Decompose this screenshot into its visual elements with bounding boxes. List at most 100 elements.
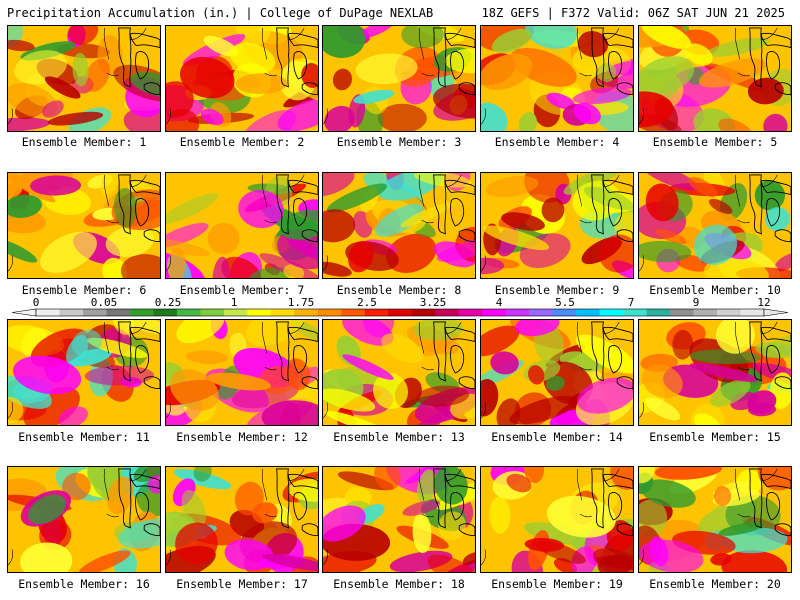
colorbar-swatch (106, 309, 131, 316)
coastline (8, 321, 147, 419)
colorbar-min-arrow (12, 308, 37, 317)
colorbar-swatch (223, 309, 248, 316)
member-caption: Ensemble Member: 17 (176, 577, 308, 591)
colorbar-swatch (247, 309, 272, 316)
coastline (166, 321, 305, 419)
member-caption: Ensemble Member: 5 (652, 135, 778, 149)
colorbar-max-arrow (763, 308, 788, 317)
member-caption: Ensemble Member: 8 (336, 283, 462, 297)
colorbar-swatch (36, 309, 60, 316)
great-lakes-outline (276, 27, 318, 96)
member-caption: Ensemble Member: 9 (494, 283, 620, 297)
colorbar-swatch (82, 309, 107, 316)
member-caption: Ensemble Member: 19 (491, 577, 623, 591)
colorbar-swatch (717, 309, 741, 316)
colorbar-tick-label: 12 (757, 296, 770, 309)
precip-map (639, 320, 791, 425)
colorbar-swatch (270, 309, 295, 316)
precip-map (481, 320, 633, 425)
colorbar-swatch (552, 309, 577, 316)
great-lakes-outline (118, 174, 160, 243)
colorbar-swatch (623, 309, 647, 316)
colorbar-tick-label: 2.5 (357, 296, 377, 309)
colorbar-tick-label: 1 (231, 296, 238, 309)
great-lakes-outline (276, 321, 318, 390)
great-lakes-outline (749, 174, 791, 243)
precip-map (639, 467, 791, 572)
coastline (639, 321, 778, 419)
ensemble-panel (7, 172, 161, 279)
member-caption: Ensemble Member: 18 (333, 577, 465, 591)
ensemble-panel (322, 172, 476, 279)
colorbar-swatch (482, 309, 506, 316)
ensemble-panel (638, 172, 792, 279)
member-caption: Ensemble Member: 4 (494, 135, 620, 149)
colorbar-swatch (505, 309, 530, 316)
ensemble-panel (165, 466, 319, 573)
precip-map (166, 467, 318, 572)
great-lakes-outline (118, 321, 160, 390)
great-lakes-outline (591, 174, 633, 243)
ensemble-panel (7, 319, 161, 426)
ensemble-panel (7, 466, 161, 573)
colorbar-tick-label: 0.25 (155, 296, 182, 309)
colorbar-swatch (341, 309, 366, 316)
colorbar-tick-label: 0.05 (91, 296, 118, 309)
colorbar-swatch (740, 309, 765, 316)
coastline (481, 468, 620, 566)
member-caption: Ensemble Member: 13 (333, 430, 465, 444)
coastline (481, 321, 620, 419)
coastline (323, 27, 462, 125)
member-caption: Ensemble Member: 15 (649, 430, 781, 444)
great-lakes-outline (433, 321, 475, 390)
ensemble-panel (480, 466, 634, 573)
ensemble-panel (480, 319, 634, 426)
precip-map (166, 26, 318, 131)
precip-map (323, 26, 475, 131)
precip-map (323, 320, 475, 425)
precip-map (8, 467, 160, 572)
precip-map (639, 173, 791, 278)
colorbar-swatch (458, 309, 483, 316)
ensemble-panel (165, 25, 319, 132)
coastline (166, 27, 305, 125)
great-lakes-outline (276, 174, 318, 243)
member-caption: Ensemble Member: 2 (179, 135, 305, 149)
page-title: Precipitation Accumulation (in.) | Colle… (7, 6, 434, 20)
ensemble-panel (638, 319, 792, 426)
coastline (639, 174, 778, 272)
colorbar-swatch (646, 309, 671, 316)
precip-map (639, 26, 791, 131)
precip-map (481, 467, 633, 572)
great-lakes-outline (749, 321, 791, 390)
great-lakes-outline (433, 174, 475, 243)
ensemble-panel (638, 25, 792, 132)
member-caption: Ensemble Member: 11 (18, 430, 150, 444)
great-lakes-outline (118, 468, 160, 537)
ensemble-panel (322, 319, 476, 426)
coastline (323, 468, 462, 566)
coastline (639, 27, 778, 125)
coastline (481, 27, 620, 125)
member-caption: Ensemble Member: 10 (649, 283, 781, 297)
coastline (639, 468, 778, 566)
precip-map (8, 26, 160, 131)
coastline (8, 468, 147, 566)
run-info: 18Z GEFS | F372 Valid: 06Z SAT JUN 21 20… (481, 6, 785, 20)
colorbar: 0 0.05 0.25 1 1.75 2.5 3.25 4 5.5 7 9 12 (12, 296, 788, 317)
colorbar-swatch (670, 309, 694, 316)
precip-map (8, 173, 160, 278)
member-caption: Ensemble Member: 6 (21, 283, 147, 297)
ensemble-panel (165, 319, 319, 426)
precip-map (8, 320, 160, 425)
colorbar-swatch (364, 309, 389, 316)
coastline (8, 174, 147, 272)
colorbar-swatch (176, 309, 201, 316)
ensemble-panel (165, 172, 319, 279)
coastline (323, 321, 462, 419)
great-lakes-outline (433, 468, 475, 537)
colorbar-tick-label: 5.5 (555, 296, 575, 309)
colorbar-tick-label: 9 (693, 296, 700, 309)
colorbar-swatch (129, 309, 154, 316)
great-lakes-outline (591, 321, 633, 390)
